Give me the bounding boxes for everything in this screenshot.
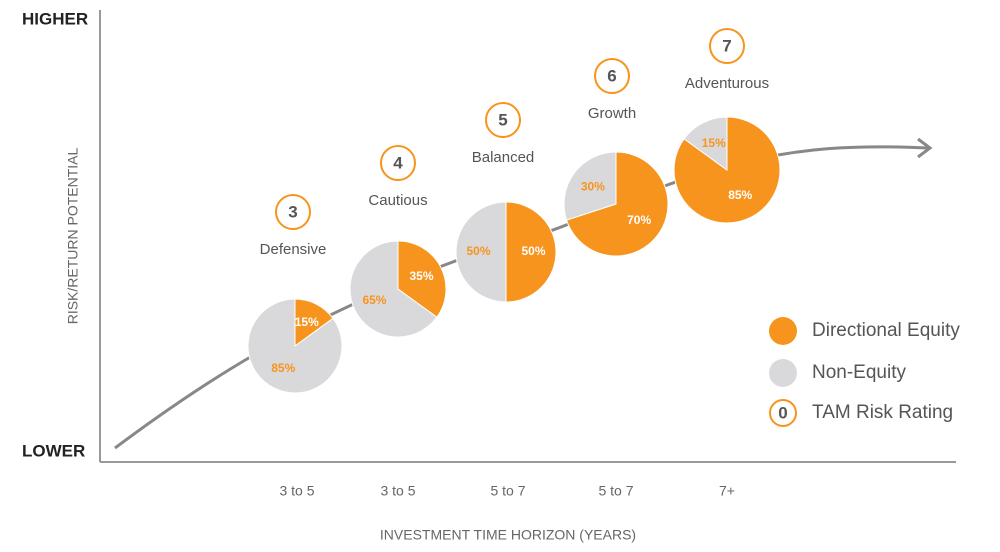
legend-label: Non-Equity [812, 362, 906, 383]
x-tick-label: 3 to 5 [279, 483, 314, 499]
x-tick-label: 3 to 5 [380, 483, 415, 499]
portfolio-name: Defensive [260, 241, 327, 258]
slice-label: 65% [362, 293, 386, 307]
slice-label: 30% [581, 179, 605, 193]
pie-slice [565, 151, 669, 257]
portfolio-name: Balanced [472, 149, 535, 166]
legend-swatch [769, 399, 797, 427]
x-axis-label: INVESTMENT TIME HORIZON (YEARS) [380, 527, 636, 543]
pie-slice [247, 298, 343, 394]
slice-label: 15% [702, 136, 726, 150]
rating-badge [594, 58, 630, 94]
pie-slice [505, 201, 557, 303]
rating-badge [485, 102, 521, 138]
arrow-head [917, 137, 933, 159]
y-axis-label: RISK/RETURN POTENTIAL [65, 148, 81, 325]
legend-swatch [769, 359, 797, 387]
legend-symbol: 0 [778, 403, 787, 422]
rating-badge [275, 194, 311, 230]
pie-slice [683, 116, 728, 171]
legend-label: TAM Risk Rating [812, 402, 953, 423]
x-tick-label: 5 to 7 [598, 483, 633, 499]
slice-label: 50% [521, 244, 545, 258]
portfolio-name: Cautious [368, 192, 427, 209]
rating-number: 7 [722, 36, 731, 55]
y-bottom-label: LOWER [22, 441, 85, 460]
slice-label: 85% [728, 188, 752, 202]
y-top-label: HIGHER [22, 9, 88, 28]
legend-label: Directional Equity [812, 320, 960, 341]
rating-number: 6 [607, 66, 616, 85]
pie-slice [563, 151, 617, 221]
portfolio-name: Growth [588, 105, 636, 122]
rating-badge [709, 28, 745, 64]
pie-slice [455, 201, 507, 303]
slice-label: 35% [410, 269, 434, 283]
slice-label: 15% [295, 315, 319, 329]
portfolio-name: Adventurous [685, 75, 769, 92]
rating-number: 5 [498, 110, 507, 129]
rating-number: 4 [393, 153, 403, 172]
x-tick-label: 7+ [719, 483, 735, 499]
slice-label: 50% [466, 244, 490, 258]
slice-label: 85% [271, 361, 295, 375]
rating-number: 3 [288, 202, 297, 221]
rating-badge [380, 145, 416, 181]
slice-label: 70% [627, 213, 651, 227]
pie-slice [397, 240, 447, 318]
pie-slice [349, 240, 438, 338]
legend-swatch [769, 317, 797, 345]
x-tick-label: 5 to 7 [490, 483, 525, 499]
